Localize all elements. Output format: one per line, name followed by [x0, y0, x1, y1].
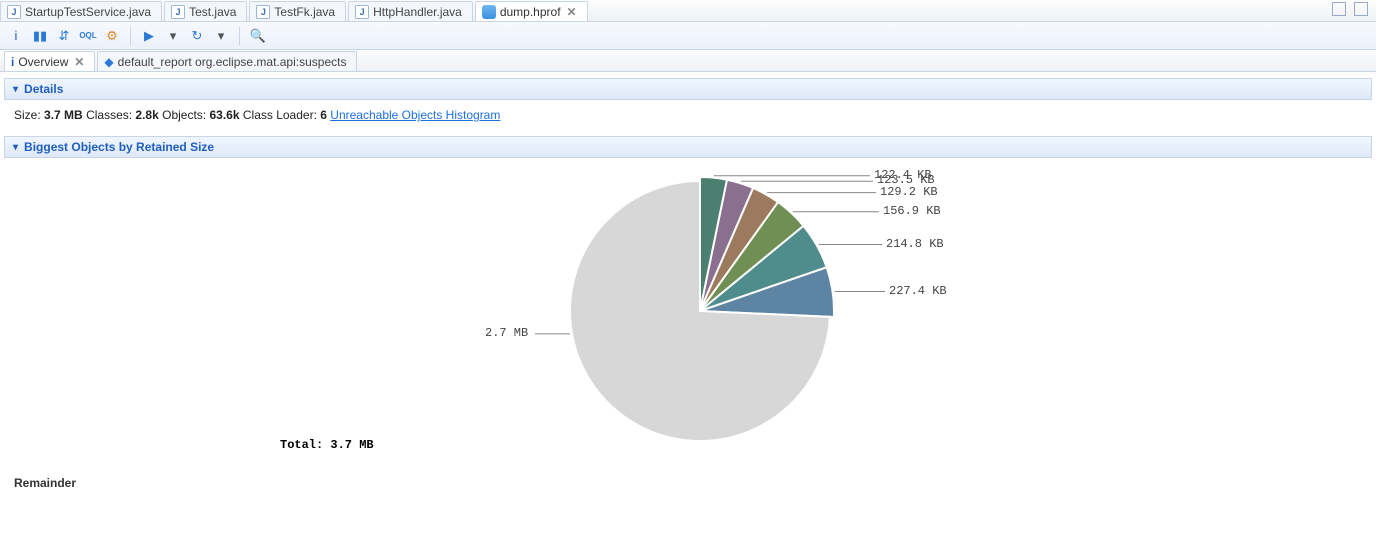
info-icon[interactable]: i: [8, 28, 24, 44]
size-label: Size:: [14, 108, 41, 122]
gear-icon[interactable]: ⚙: [104, 28, 120, 44]
pie-slice-label: 214.8 KB: [886, 237, 944, 251]
size-value: 3.7 MB: [44, 108, 83, 122]
maximize-button[interactable]: [1354, 2, 1368, 16]
info-icon: i: [11, 55, 14, 69]
pie-slice-label: 156.9 KB: [883, 204, 941, 218]
toolbar-separator: [239, 27, 240, 45]
editor-tab[interactable]: J HttpHandler.java: [348, 1, 473, 21]
twistie-icon: ▾: [13, 142, 18, 153]
minimize-button[interactable]: [1332, 2, 1346, 16]
tab-label: HttpHandler.java: [373, 5, 462, 19]
pie-slice-label: 129.2 KB: [880, 185, 938, 199]
pie-total-label: Total: 3.7 MB: [280, 438, 374, 452]
sub-tab[interactable]: ◆ default_report org.eclipse.mat.api:susp…: [97, 51, 357, 71]
editor-tab[interactable]: J Test.java: [164, 1, 247, 21]
search-icon[interactable]: 🔍: [250, 28, 266, 44]
sub-tab[interactable]: i Overview ✕: [4, 51, 95, 71]
pie-slice-label: 227.4 KB: [889, 284, 947, 298]
details-section-header[interactable]: ▾ Details: [4, 78, 1372, 100]
tab-label: StartupTestService.java: [25, 5, 151, 19]
refresh-icon[interactable]: ↻: [189, 28, 205, 44]
tab-label: TestFk.java: [274, 5, 335, 19]
objects-label: Objects:: [162, 108, 206, 122]
tree-icon[interactable]: ⇵: [56, 28, 72, 44]
editor-tab[interactable]: J TestFk.java: [249, 1, 346, 21]
oql-icon[interactable]: OQL: [80, 28, 96, 44]
tab-label: Test.java: [189, 5, 236, 19]
loader-value: 6: [320, 108, 327, 122]
unreachable-histogram-link[interactable]: Unreachable Objects Histogram: [330, 108, 500, 122]
twistie-icon: ▾: [13, 84, 18, 95]
java-file-icon: J: [171, 5, 185, 19]
histogram-icon[interactable]: ▮▮: [32, 28, 48, 44]
biggest-section-header[interactable]: ▾ Biggest Objects by Retained Size: [4, 136, 1372, 158]
dropdown2-icon[interactable]: ▾: [213, 28, 229, 44]
close-icon[interactable]: ✕: [74, 55, 84, 69]
sub-tabbar: i Overview ✕ ◆ default_report org.eclipse.ma…: [0, 50, 1376, 72]
objects-value: 63.6k: [209, 108, 239, 122]
pie-remainder-label: 2.7 MB: [485, 326, 528, 340]
window-controls: [1332, 2, 1368, 16]
java-file-icon: J: [7, 5, 21, 19]
java-file-icon: J: [355, 5, 369, 19]
details-body: Size: 3.7 MB Classes: 2.8k Objects: 63.6…: [0, 100, 1376, 130]
remainder-heading: Remainder: [0, 466, 1376, 490]
toolbar-separator: [130, 27, 131, 45]
tab-label: dump.hprof: [500, 5, 561, 19]
sub-tab-label: Overview: [18, 55, 68, 69]
toolbar: i ▮▮ ⇵ OQL ⚙ ▶ ▾ ↻ ▾ 🔍: [0, 22, 1376, 50]
editor-tabbar: J StartupTestService.java J Test.java J TestF…: [0, 0, 1376, 22]
java-file-icon: J: [256, 5, 270, 19]
editor-tab[interactable]: dump.hprof ✕: [475, 1, 588, 21]
classes-value: 2.8k: [135, 108, 158, 122]
biggest-title: Biggest Objects by Retained Size: [24, 140, 214, 154]
editor-tab[interactable]: J StartupTestService.java: [0, 1, 162, 21]
sub-tab-label: default_report org.eclipse.mat.api:suspe…: [118, 55, 347, 69]
pie-chart: 122.4 KB123.5 KB129.2 KB156.9 KB214.8 KB…: [0, 166, 1376, 466]
close-icon[interactable]: ✕: [567, 5, 577, 19]
report-icon: ◆: [104, 55, 113, 69]
dropdown-icon[interactable]: ▾: [165, 28, 181, 44]
classes-label: Classes:: [86, 108, 132, 122]
hprof-file-icon: [482, 5, 496, 19]
loader-label: Class Loader:: [243, 108, 317, 122]
details-title: Details: [24, 82, 63, 96]
run-icon[interactable]: ▶: [141, 28, 157, 44]
